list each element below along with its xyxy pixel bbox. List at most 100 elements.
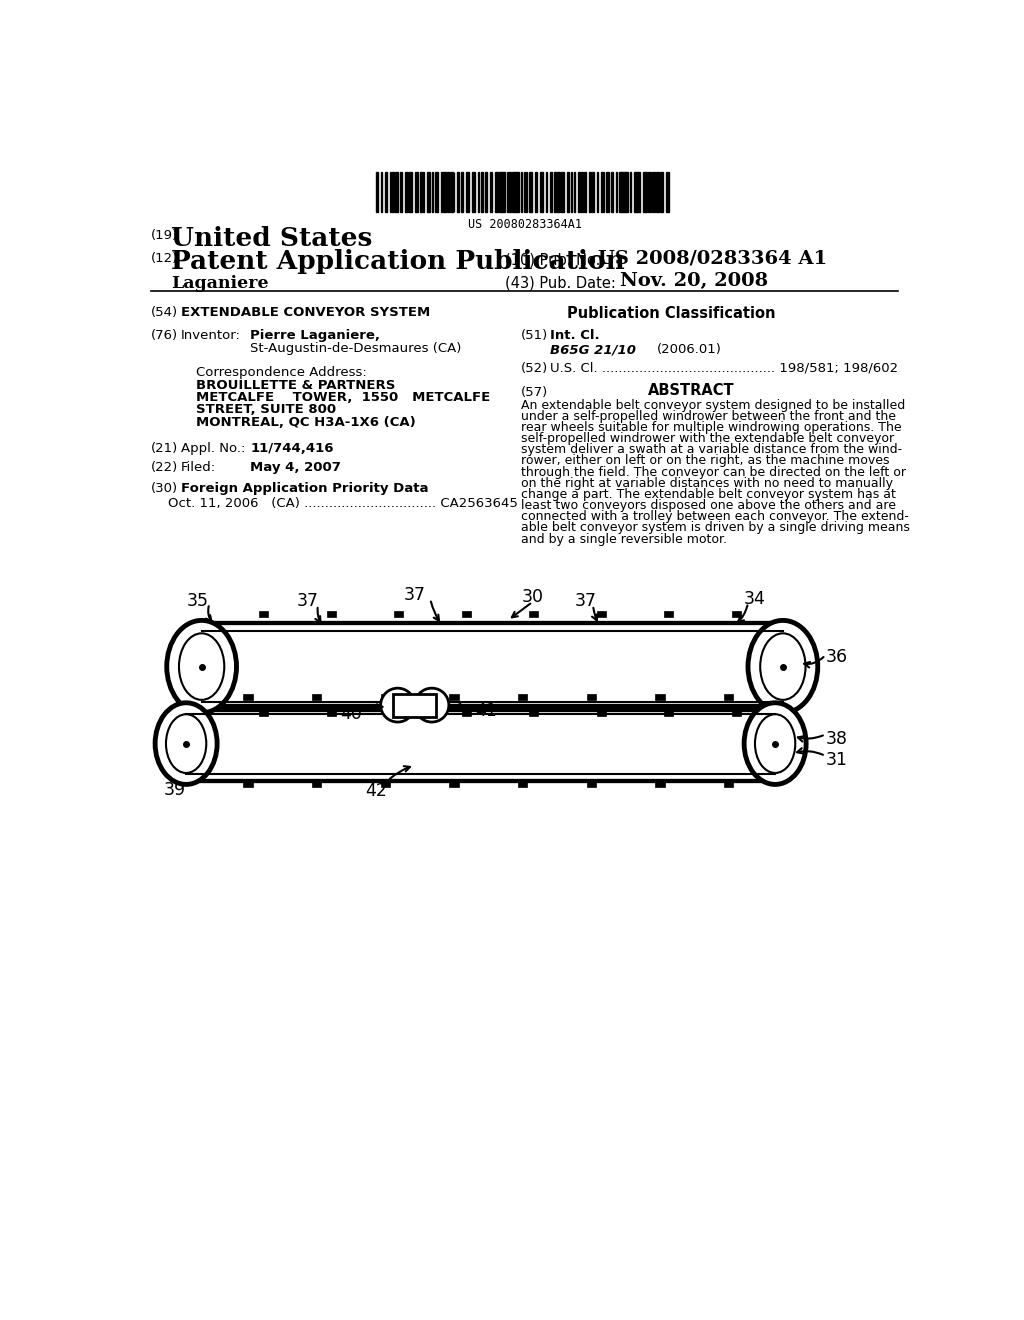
Bar [592, 173, 594, 213]
Text: 35: 35 [186, 591, 209, 610]
Text: (10) Pub. No.:: (10) Pub. No.: [506, 252, 606, 268]
Bar [509, 173, 511, 213]
Bar [394, 611, 403, 618]
Bar [447, 173, 449, 213]
Bar [394, 710, 403, 715]
Bar [724, 693, 733, 700]
Text: system deliver a swath at a variable distance from the wind-: system deliver a swath at a variable dis… [521, 444, 902, 457]
Text: 36: 36 [825, 648, 848, 667]
Text: Nov. 20, 2008: Nov. 20, 2008 [621, 272, 768, 290]
Bar [557, 173, 560, 213]
Bar [435, 173, 438, 213]
Bar [554, 173, 556, 213]
Bar [381, 781, 390, 788]
Bar [550, 173, 552, 213]
Bar [489, 173, 493, 213]
Bar [587, 693, 596, 700]
Bar [404, 173, 408, 213]
Text: (12): (12) [152, 252, 178, 265]
Bar [472, 173, 475, 213]
Bar [423, 173, 424, 213]
Bar [420, 173, 422, 213]
Text: 11/744,416: 11/744,416 [251, 442, 334, 455]
Text: (54): (54) [152, 306, 178, 319]
Bar [391, 173, 394, 213]
Text: METCALFE    TOWER,  1550   METCALFE: METCALFE TOWER, 1550 METCALFE [197, 391, 490, 404]
Bar [541, 173, 543, 213]
Bar [450, 781, 459, 788]
Ellipse shape [155, 702, 217, 784]
Bar [601, 173, 604, 213]
Bar [636, 173, 640, 213]
Bar [579, 173, 580, 213]
Text: on the right at variable distances with no need to manually: on the right at variable distances with … [521, 477, 893, 490]
Text: connected with a trolley between each conveyor. The extend-: connected with a trolley between each co… [521, 511, 909, 523]
Bar [655, 693, 665, 700]
Bar [573, 173, 575, 213]
Bar [561, 173, 564, 213]
Bar [500, 173, 502, 213]
Text: Correspondence Address:: Correspondence Address: [197, 367, 367, 379]
Bar [634, 173, 636, 213]
Text: able belt conveyor system is driven by a single driving means: able belt conveyor system is driven by a… [521, 521, 909, 535]
Text: under a self-propelled windrower between the front and the: under a self-propelled windrower between… [521, 409, 896, 422]
Bar [611, 173, 613, 213]
Bar [400, 173, 402, 213]
Bar [587, 781, 596, 788]
Text: MONTREAL, QC H3A-1X6 (CA): MONTREAL, QC H3A-1X6 (CA) [197, 416, 416, 429]
Bar [648, 173, 650, 213]
Text: Patent Application Publication: Patent Application Publication [171, 249, 625, 275]
Ellipse shape [748, 620, 818, 713]
Bar [659, 173, 663, 213]
Bar [606, 173, 609, 213]
Text: (76): (76) [152, 330, 178, 342]
Text: 38: 38 [825, 730, 848, 747]
Bar [655, 173, 658, 213]
Text: (19): (19) [152, 230, 178, 243]
Text: (51): (51) [521, 330, 548, 342]
Text: Publication Classification: Publication Classification [567, 306, 776, 321]
Ellipse shape [744, 702, 806, 784]
Bar [618, 173, 622, 213]
Text: (43) Pub. Date:: (43) Pub. Date: [506, 276, 616, 290]
Bar [732, 611, 741, 618]
Bar [457, 173, 459, 213]
Bar [528, 173, 531, 213]
Bar [570, 173, 572, 213]
Text: May 4, 2007: May 4, 2007 [251, 461, 341, 474]
Text: 37: 37 [574, 591, 596, 610]
Text: 41: 41 [475, 702, 497, 719]
Text: 37: 37 [403, 586, 426, 603]
Bar [597, 710, 606, 715]
Text: rear wheels suitable for multiple windrowing operations. The: rear wheels suitable for multiple windro… [521, 421, 901, 434]
Bar [327, 611, 336, 618]
Text: least two conveyors disposed one above the others and are: least two conveyors disposed one above t… [521, 499, 896, 512]
Bar [597, 173, 598, 213]
Bar [503, 173, 505, 213]
Bar [643, 173, 646, 213]
Bar [381, 693, 390, 700]
Text: 30: 30 [521, 589, 544, 606]
Text: BROUILLETTE & PARTNERS: BROUILLETTE & PARTNERS [197, 379, 395, 392]
Bar [327, 710, 336, 715]
Bar [450, 173, 453, 213]
Bar [259, 611, 268, 618]
Bar [312, 781, 322, 788]
Circle shape [415, 688, 449, 722]
Bar [461, 173, 463, 213]
Text: 31: 31 [825, 751, 848, 770]
Text: self-propelled windrower with the extendable belt conveyor: self-propelled windrower with the extend… [521, 432, 894, 445]
Bar [312, 693, 322, 700]
Bar [529, 611, 539, 618]
Bar [427, 173, 430, 213]
Text: Inventor:: Inventor: [180, 330, 241, 342]
Bar [202, 623, 783, 710]
Text: US 20080283364A1: US 20080283364A1 [468, 218, 582, 231]
Text: US 2008/0283364 A1: US 2008/0283364 A1 [598, 249, 827, 267]
Bar [627, 173, 628, 213]
Bar [529, 710, 539, 715]
Text: (22): (22) [152, 461, 178, 474]
Bar [724, 781, 733, 788]
Text: 40: 40 [340, 705, 362, 723]
Bar [244, 693, 253, 700]
